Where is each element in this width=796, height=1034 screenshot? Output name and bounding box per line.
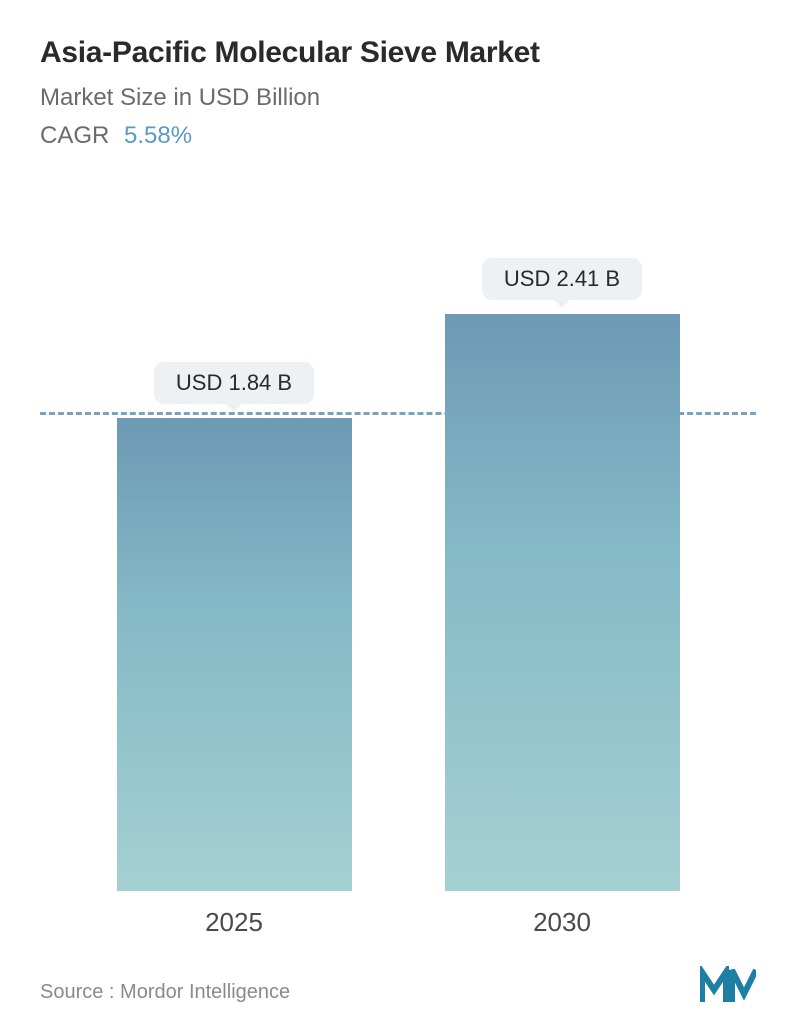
bar	[117, 418, 352, 891]
cagr-value: 5.58%	[124, 122, 192, 149]
chart-area: USD 1.84 B 2025 USD 2.41 B 2030	[40, 200, 756, 938]
chart-footer: Source : Mordor Intelligence	[40, 966, 756, 1004]
brand-logo-icon	[700, 966, 756, 1004]
chart-subtitle: Market Size in USD Billion	[40, 84, 756, 112]
bar-group-2030: USD 2.41 B 2030	[445, 258, 680, 938]
x-axis-label: 2025	[205, 907, 263, 938]
value-pill: USD 2.41 B	[482, 258, 642, 300]
x-axis-label: 2030	[533, 907, 591, 938]
cagr-label: CAGR	[40, 122, 109, 149]
bar	[445, 314, 680, 891]
value-pill: USD 1.84 B	[154, 362, 314, 404]
bar-group-2025: USD 1.84 B 2025	[117, 258, 352, 938]
cagr-line: CAGR 5.58%	[40, 122, 756, 150]
chart-title: Asia-Pacific Molecular Sieve Market	[40, 36, 756, 70]
bars-row: USD 1.84 B 2025 USD 2.41 B 2030	[40, 258, 756, 938]
source-text: Source : Mordor Intelligence	[40, 981, 290, 1004]
